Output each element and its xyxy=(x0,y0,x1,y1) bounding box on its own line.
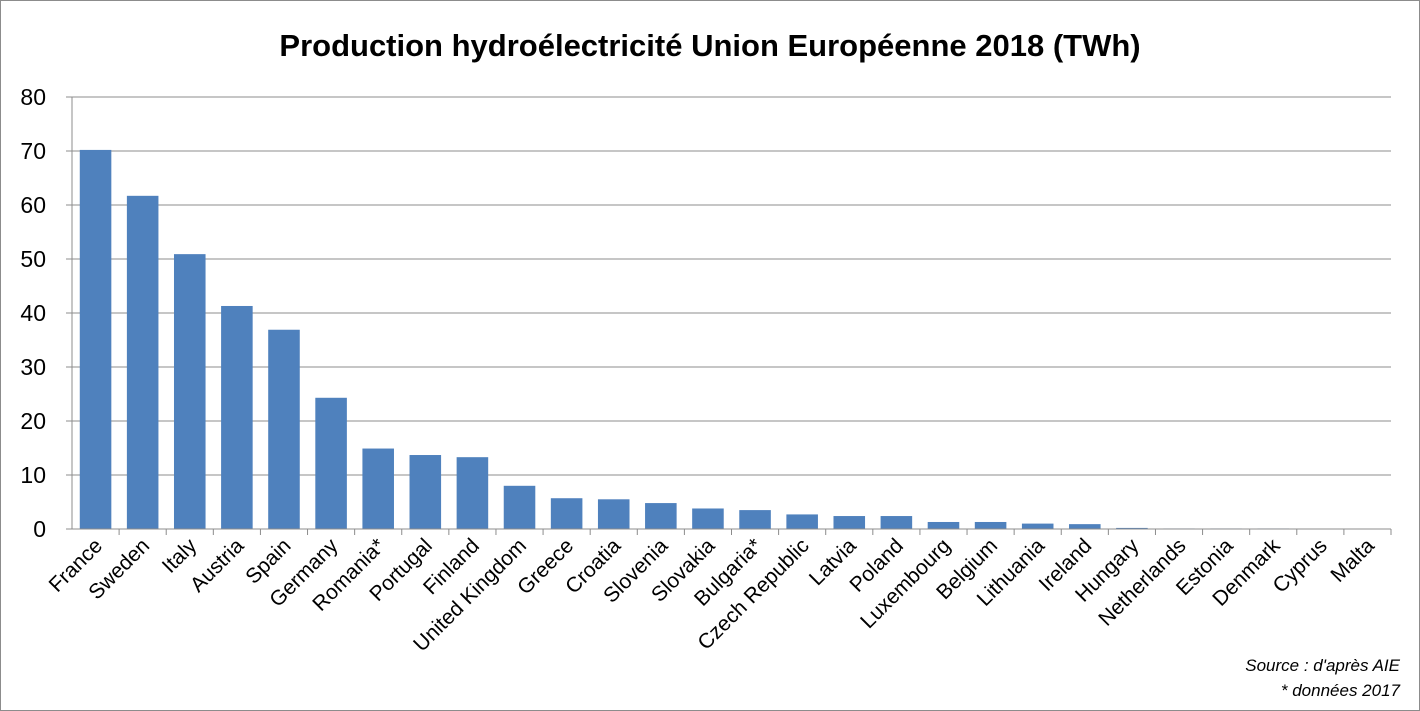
bar-finland xyxy=(456,457,489,529)
y-tick-label: 20 xyxy=(20,408,46,434)
x-tick-label: Malta xyxy=(1326,534,1379,587)
bar-united-kingdom xyxy=(503,485,536,529)
bar-romania xyxy=(362,448,394,529)
bar-sweden xyxy=(126,195,159,529)
bar-spain xyxy=(268,329,300,529)
bar-belgium xyxy=(974,521,1007,529)
bar-ireland xyxy=(1069,524,1101,529)
bar-france xyxy=(79,149,112,530)
y-tick-label: 70 xyxy=(20,138,46,164)
y-axis-ticks: 0 10 20 30 40 50 60 70 80 xyxy=(20,84,72,542)
y-tick-label: 40 xyxy=(20,300,46,326)
bar-greece xyxy=(550,498,583,529)
y-tick-label: 30 xyxy=(20,354,46,380)
y-tick-label: 80 xyxy=(20,84,46,110)
x-tick-label: Cyprus xyxy=(1269,534,1332,597)
axes xyxy=(71,97,1391,530)
bars xyxy=(79,149,1290,530)
bar-bulgaria xyxy=(739,510,771,529)
y-tick-label: 0 xyxy=(33,516,46,542)
bar-slovenia xyxy=(645,503,677,529)
bar-slovakia xyxy=(692,508,724,529)
bar-latvia xyxy=(833,516,866,529)
chart-title: Production hydroélectricité Union Europé… xyxy=(279,28,1141,63)
bar-hungary xyxy=(1116,527,1148,529)
y-tick-label: 50 xyxy=(20,246,46,272)
bar-austria xyxy=(221,305,253,529)
bar-poland xyxy=(880,516,913,529)
bar-luxembourg xyxy=(927,521,960,529)
y-tick-label: 10 xyxy=(20,462,46,488)
bar-czech-republic xyxy=(786,514,818,529)
bar-portugal xyxy=(409,455,442,529)
y-tick-label: 60 xyxy=(20,192,46,218)
source-note: Source : d'après AIE xyxy=(1245,656,1400,675)
bar-lithuania xyxy=(1021,523,1054,529)
bar-italy xyxy=(173,254,206,529)
x-tick-label: Austria xyxy=(186,534,249,597)
bar-germany xyxy=(315,397,347,529)
data-year-note: * données 2017 xyxy=(1280,681,1400,700)
bar-croatia xyxy=(597,499,630,529)
